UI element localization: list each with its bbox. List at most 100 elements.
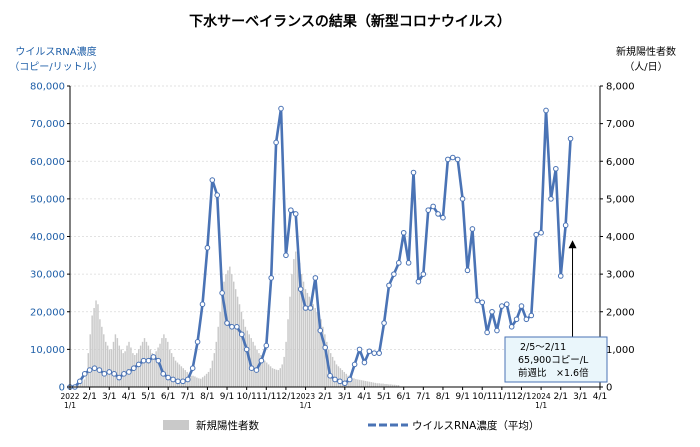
rna-point <box>469 226 476 232</box>
positives-bar <box>215 341 217 387</box>
positives-bar <box>351 377 353 387</box>
rna-point <box>548 196 554 202</box>
positives-bar <box>310 300 313 387</box>
positives-bar <box>219 311 221 387</box>
positives-bar <box>124 351 126 387</box>
positives-bar <box>81 382 84 387</box>
positives-bar <box>108 349 111 388</box>
rna-point <box>253 367 260 373</box>
rna-point <box>278 105 284 112</box>
rna-point <box>474 297 481 304</box>
rna-point <box>361 359 368 366</box>
chart-title: 下水サーベイランスの結果（新型コロナウイルス） <box>189 13 511 30</box>
rna-point <box>371 350 378 356</box>
rna-point <box>346 376 353 383</box>
positives-bar <box>393 384 396 387</box>
rna-point <box>145 357 152 364</box>
positives-bar <box>359 379 361 387</box>
rna-point <box>258 357 265 364</box>
rna-point <box>101 371 108 377</box>
rna-point <box>351 361 358 368</box>
positives-bar <box>134 355 136 387</box>
positives-bar <box>77 385 80 387</box>
rna-point <box>297 286 304 292</box>
rna-point <box>464 267 471 274</box>
positives-bar <box>333 360 336 387</box>
rna-point <box>111 371 117 377</box>
positives-bar <box>116 338 119 387</box>
x-tick-label: 3/1 <box>102 392 116 402</box>
positives-bar <box>99 319 101 387</box>
positives-bar <box>357 379 359 387</box>
positives-bar <box>324 334 326 387</box>
left-axis-label-line1: ウイルスRNA濃度 <box>15 45 96 58</box>
x-tick-label: 8/1 <box>200 392 214 402</box>
rna-point <box>425 207 432 213</box>
rna-point <box>131 365 137 371</box>
positives-bar <box>322 326 324 387</box>
positives-bar <box>244 326 247 387</box>
positives-bar <box>318 315 320 387</box>
left-axis-ticks: 0 10,000 20,000 30,000 40,000 50,000 60,000 70,… <box>30 82 70 394</box>
x-tick-label: 7/1 <box>181 392 195 402</box>
positives-bar <box>145 341 148 387</box>
positives-bar <box>285 341 287 387</box>
positives-bar <box>390 384 392 387</box>
rna-point <box>204 244 211 251</box>
right-tick-label: 5,000 <box>606 194 635 205</box>
x-tick-label: 4/1 <box>357 392 371 402</box>
positives-bar <box>271 368 274 387</box>
x-tick-label: 6/1 <box>161 392 175 402</box>
rna-point <box>459 196 466 202</box>
positives-bar <box>122 353 124 387</box>
rna-point <box>327 372 333 379</box>
positives-bar <box>302 281 305 387</box>
rna-point <box>400 229 407 236</box>
positives-bar <box>130 347 132 387</box>
right-axis-label-line2: （人/日） <box>624 61 667 73</box>
positives-bar <box>211 360 214 387</box>
positives-bar <box>362 380 365 387</box>
positives-bar <box>326 341 328 387</box>
positives-bar <box>376 383 378 387</box>
positives-bar <box>364 380 367 387</box>
x-tick-label: 7/1 <box>416 392 430 402</box>
positives-bar <box>320 319 322 387</box>
rna-point <box>533 231 540 238</box>
legend-bar-label: 新規陽性者数 <box>196 419 259 432</box>
left-tick-label: 10,000 <box>30 345 65 356</box>
x-tick-label: 10/1 <box>237 392 257 402</box>
rna-point <box>283 252 289 259</box>
rna-point <box>489 308 495 315</box>
positives-bar <box>335 364 338 387</box>
rna-point <box>366 348 373 355</box>
x-tick-label: 2/1 <box>318 392 332 402</box>
left-tick-label: 40,000 <box>30 232 65 243</box>
positives-bar <box>176 362 179 387</box>
right-tick-label: 4,000 <box>606 232 635 243</box>
positives-bar <box>141 341 144 387</box>
positives-bar <box>343 371 345 387</box>
rna-point <box>194 339 201 345</box>
positives-bar <box>298 262 301 387</box>
positives-bar <box>213 353 216 387</box>
x-tick-label: 3/1 <box>573 392 587 402</box>
positives-bar <box>101 326 103 387</box>
rna-line <box>67 105 574 390</box>
positives-bar <box>291 274 293 388</box>
positives-bar <box>136 353 138 387</box>
annotation-line1: 2/5～2/11 <box>520 342 566 353</box>
rna-point <box>420 271 427 277</box>
positives-bar <box>296 255 299 387</box>
x-tick-label: 2022 <box>60 392 79 401</box>
positives-bar <box>120 349 122 388</box>
positives-bar <box>397 385 400 387</box>
positives-bar <box>300 274 303 388</box>
rna-point <box>184 376 191 383</box>
rna-point <box>479 299 486 306</box>
positives-bar <box>287 319 289 387</box>
left-tick-label: 80,000 <box>30 82 65 93</box>
positives-bar <box>106 345 109 387</box>
positives-bar <box>128 341 130 387</box>
rna-point <box>557 273 564 279</box>
